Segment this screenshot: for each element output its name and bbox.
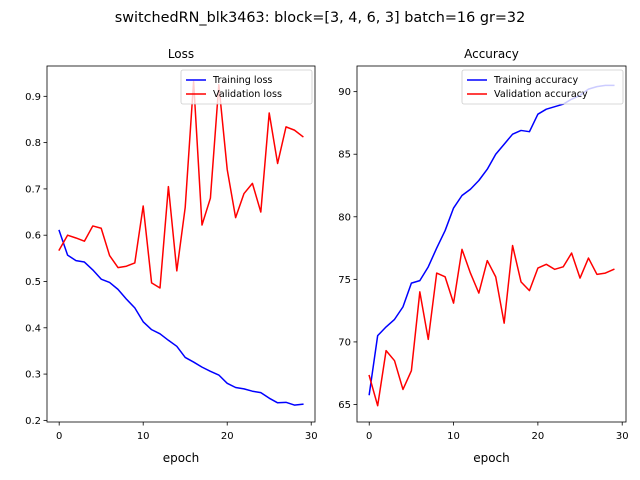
loss-chart-title: Loss [168, 47, 194, 61]
accuracy-y-tick-label: 65 [338, 400, 351, 411]
accuracy-x-axis-label: epoch [473, 451, 510, 465]
accuracy-x-tick-label: 20 [532, 431, 545, 442]
accuracy-y-tick-label: 70 [338, 337, 351, 348]
loss-y-tick-label: 0.8 [25, 138, 41, 149]
loss-legend-box [180, 69, 313, 105]
loss-series-line-validation [58, 80, 304, 289]
loss-x-tick-label: 30 [305, 431, 318, 442]
loss-series-line-training [58, 229, 304, 406]
loss-legend-label-training: Training loss [212, 75, 272, 86]
loss-legend: Training loss Validation loss [180, 69, 313, 105]
accuracy-legend-box [461, 69, 624, 105]
accuracy-legend-label-validation: Validation accuracy [494, 89, 588, 100]
accuracy-legend-label-training: Training accuracy [493, 75, 579, 86]
loss-x-tick-label: 0 [56, 431, 62, 442]
accuracy-legend: Training accuracy Validation accuracy [461, 69, 624, 105]
loss-y-tick-label: 0.7 [25, 184, 41, 195]
loss-x-tick-label: 20 [221, 431, 234, 442]
accuracy-x-tick-label: 0 [366, 431, 372, 442]
loss-panel: Loss 0 10 20 30 0.2 0.3 0.4 0.5 0.6 0.7 0.8 0.9 epoch… [25, 47, 317, 465]
loss-y-tick-label: 0.2 [25, 416, 41, 427]
accuracy-y-tick-label: 75 [338, 275, 351, 286]
accuracy-y-tick-label: 85 [338, 150, 351, 161]
loss-y-tick-label: 0.9 [25, 92, 41, 103]
loss-y-tick-label: 0.3 [25, 370, 41, 381]
loss-x-axis-label: epoch [163, 451, 200, 465]
accuracy-y-tick-label: 80 [338, 212, 351, 223]
accuracy-x-tick-label: 10 [447, 431, 460, 442]
accuracy-chart-title: Accuracy [464, 47, 519, 61]
loss-y-tick-label: 0.5 [25, 277, 41, 288]
loss-legend-label-validation: Validation loss [213, 89, 282, 100]
accuracy-panel: Accuracy 0 10 20 30 65 70 75 80 85 90 epoch Training… [338, 47, 628, 465]
accuracy-series-line-validation [368, 244, 615, 407]
loss-x-tick-label: 10 [137, 431, 150, 442]
loss-y-tick-label: 0.4 [25, 323, 41, 334]
figure-title: switchedRN_blk3463: block=[3, 4, 6, 3] b… [115, 10, 526, 26]
loss-axes-frame [46, 65, 316, 423]
accuracy-x-tick-label: 30 [616, 431, 629, 442]
accuracy-series-line-training [368, 84, 615, 396]
accuracy-axes-frame [356, 65, 627, 423]
accuracy-y-tick-label: 90 [338, 87, 351, 98]
loss-y-tick-label: 0.6 [25, 231, 41, 242]
